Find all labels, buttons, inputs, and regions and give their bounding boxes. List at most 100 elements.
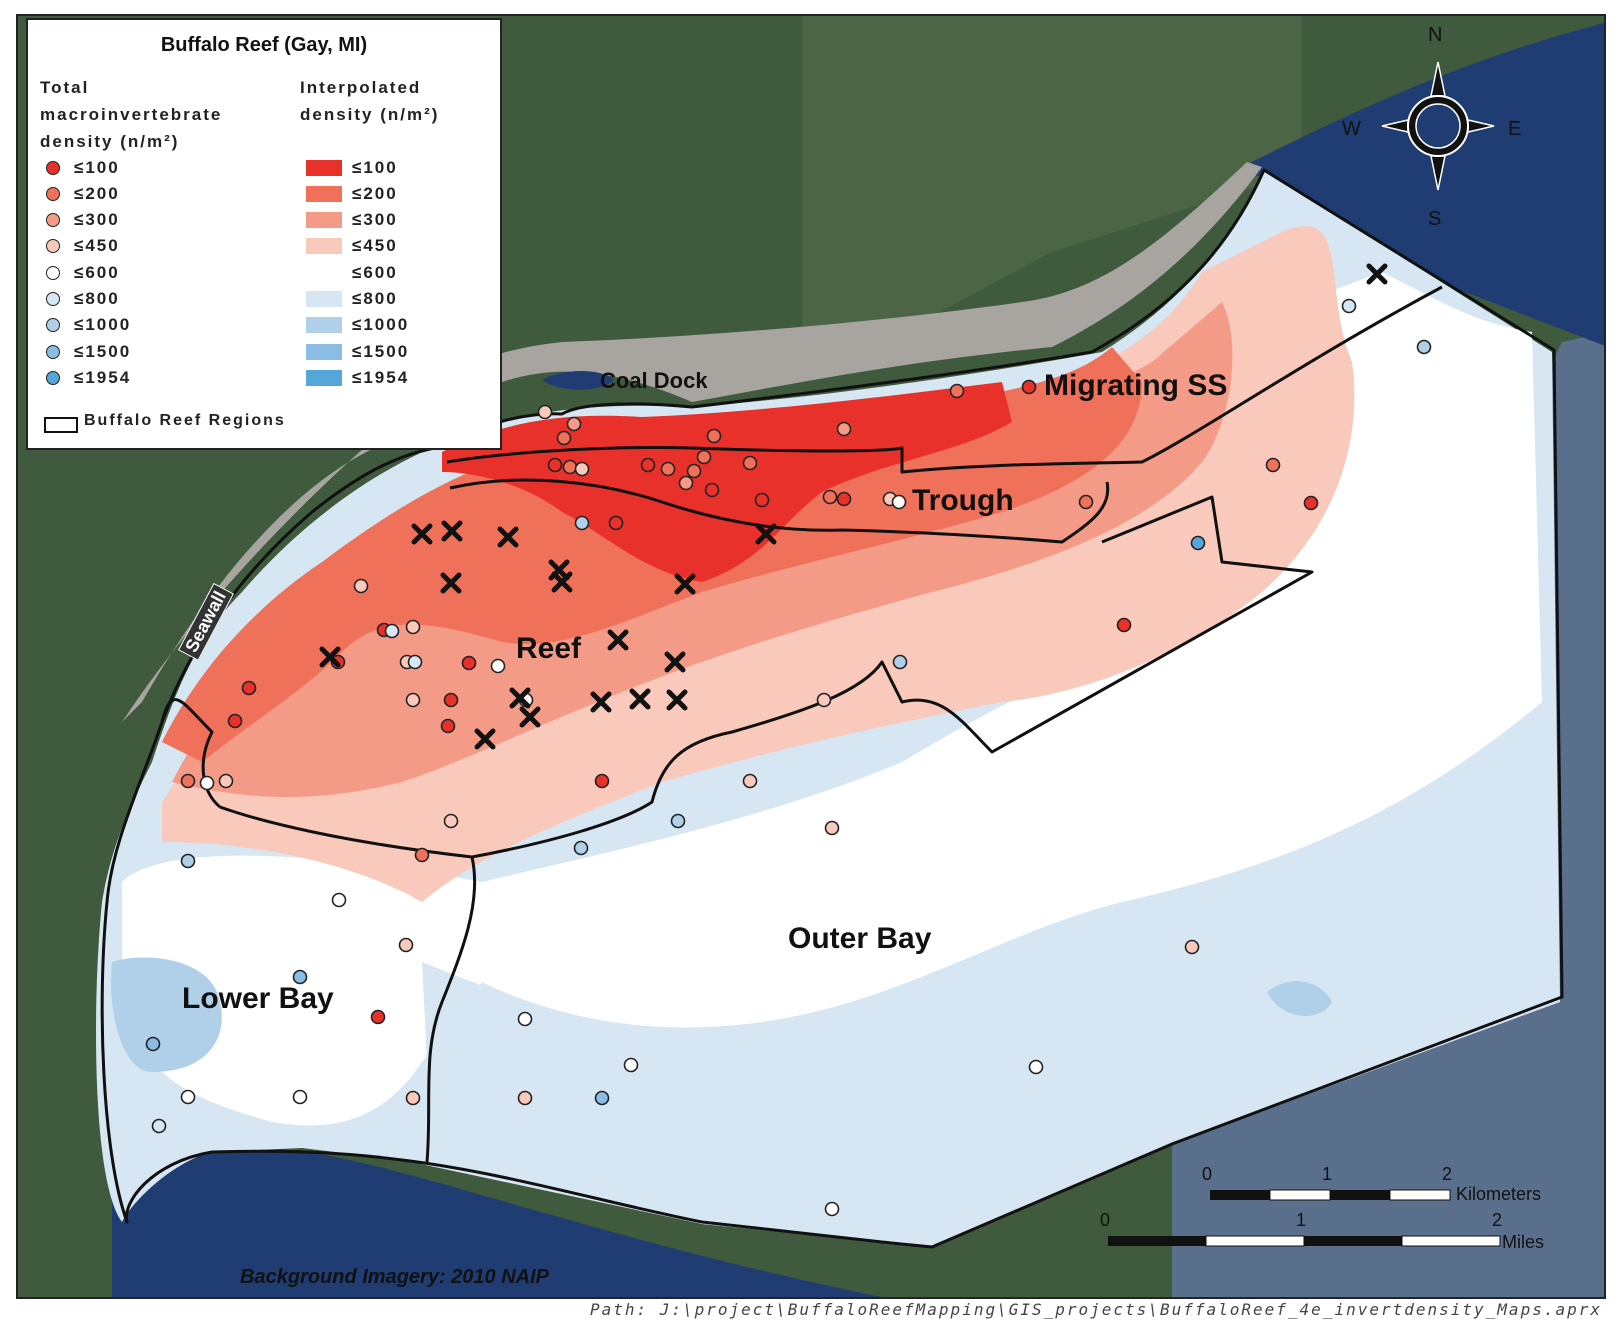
sample-point[interactable] bbox=[398, 937, 414, 953]
no-data-marker[interactable] bbox=[666, 689, 688, 711]
sample-point[interactable] bbox=[574, 461, 590, 477]
sample-point[interactable] bbox=[180, 853, 196, 869]
sample-point[interactable] bbox=[1028, 1059, 1044, 1075]
legend-point-symbol bbox=[46, 160, 60, 175]
sample-point[interactable] bbox=[836, 421, 852, 437]
sample-point[interactable] bbox=[461, 655, 477, 671]
no-data-marker[interactable] bbox=[441, 520, 463, 542]
sample-point[interactable] bbox=[1416, 339, 1432, 355]
sample-point[interactable] bbox=[640, 457, 656, 473]
sample-point[interactable] bbox=[660, 461, 676, 477]
no-data-marker[interactable] bbox=[590, 691, 612, 713]
no-data-marker[interactable] bbox=[551, 571, 573, 593]
sample-point[interactable] bbox=[816, 692, 832, 708]
sample-point[interactable] bbox=[686, 463, 702, 479]
sample-point[interactable] bbox=[292, 1089, 308, 1105]
map-canvas[interactable] bbox=[18, 16, 1606, 1299]
sample-point[interactable] bbox=[696, 449, 712, 465]
sample-point[interactable] bbox=[517, 1090, 533, 1106]
sample-point[interactable] bbox=[331, 892, 347, 908]
sample-point[interactable] bbox=[836, 491, 852, 507]
sample-point[interactable] bbox=[670, 813, 686, 829]
sample-point[interactable] bbox=[370, 1009, 386, 1025]
no-data-marker[interactable] bbox=[519, 706, 541, 728]
sample-point[interactable] bbox=[292, 969, 308, 985]
sample-point[interactable] bbox=[384, 623, 400, 639]
sample-point[interactable] bbox=[1116, 617, 1132, 633]
no-data-marker[interactable] bbox=[629, 688, 651, 710]
sample-point[interactable] bbox=[405, 1090, 421, 1106]
label-outer-bay: Outer Bay bbox=[788, 922, 932, 955]
sample-point[interactable] bbox=[706, 428, 722, 444]
sample-point[interactable] bbox=[742, 773, 758, 789]
lake-water-north bbox=[1242, 23, 1604, 346]
sample-point[interactable] bbox=[405, 692, 421, 708]
sample-point[interactable] bbox=[151, 1118, 167, 1134]
no-data-marker[interactable] bbox=[319, 646, 341, 668]
sample-point[interactable] bbox=[742, 455, 758, 471]
sample-point[interactable] bbox=[241, 680, 257, 696]
sample-point[interactable] bbox=[1021, 379, 1037, 395]
no-data-marker[interactable] bbox=[1366, 263, 1388, 285]
no-data-marker[interactable] bbox=[440, 572, 462, 594]
scale-bar-miles bbox=[1108, 1235, 1501, 1247]
sample-point[interactable] bbox=[1303, 495, 1319, 511]
label-trough: Trough bbox=[912, 484, 1014, 517]
label-migrating-ss: Migrating SS bbox=[1044, 369, 1228, 402]
sample-point[interactable] bbox=[566, 416, 582, 432]
no-data-marker[interactable] bbox=[664, 651, 686, 673]
sample-point[interactable] bbox=[574, 515, 590, 531]
no-data-marker[interactable] bbox=[497, 526, 519, 548]
sample-point[interactable] bbox=[490, 658, 506, 674]
sample-point[interactable] bbox=[1265, 457, 1281, 473]
no-data-marker[interactable] bbox=[607, 629, 629, 651]
sample-point[interactable] bbox=[824, 1201, 840, 1217]
sample-point[interactable] bbox=[754, 492, 770, 508]
no-data-marker[interactable] bbox=[755, 523, 777, 545]
scale-km-unit: Kilometers bbox=[1456, 1184, 1542, 1204]
sample-point[interactable] bbox=[594, 773, 610, 789]
no-data-marker[interactable] bbox=[474, 728, 496, 750]
scale-km-tick: 2 bbox=[1442, 1164, 1453, 1184]
sample-point[interactable] bbox=[562, 459, 578, 475]
legend-interp-swatch bbox=[306, 317, 342, 334]
sample-point[interactable] bbox=[218, 773, 234, 789]
scale-km-tick: 1 bbox=[1322, 1164, 1333, 1184]
no-data-marker[interactable] bbox=[674, 573, 696, 595]
sample-point[interactable] bbox=[822, 489, 838, 505]
sample-point[interactable] bbox=[517, 1011, 533, 1027]
sample-point[interactable] bbox=[573, 840, 589, 856]
sample-point[interactable] bbox=[414, 847, 430, 863]
sample-point[interactable] bbox=[537, 404, 553, 420]
sample-point[interactable] bbox=[407, 654, 423, 670]
sample-point[interactable] bbox=[1190, 535, 1206, 551]
sample-point[interactable] bbox=[353, 578, 369, 594]
sample-point[interactable] bbox=[180, 1089, 196, 1105]
sample-point[interactable] bbox=[443, 813, 459, 829]
sample-point[interactable] bbox=[180, 773, 196, 789]
sample-point[interactable] bbox=[704, 482, 720, 498]
sample-point[interactable] bbox=[1341, 298, 1357, 314]
sample-point[interactable] bbox=[891, 494, 907, 510]
sample-point[interactable] bbox=[594, 1090, 610, 1106]
sample-point[interactable] bbox=[199, 775, 215, 791]
sample-point[interactable] bbox=[608, 515, 624, 531]
sample-point[interactable] bbox=[824, 820, 840, 836]
no-data-marker[interactable] bbox=[509, 687, 531, 709]
sample-point[interactable] bbox=[145, 1036, 161, 1052]
sample-point[interactable] bbox=[547, 457, 563, 473]
sample-point[interactable] bbox=[623, 1057, 639, 1073]
sample-point[interactable] bbox=[1078, 494, 1094, 510]
sample-point[interactable] bbox=[892, 654, 908, 670]
sample-point[interactable] bbox=[1184, 939, 1200, 955]
sample-point[interactable] bbox=[949, 383, 965, 399]
sample-point[interactable] bbox=[440, 718, 456, 734]
scale-mi-tick: 1 bbox=[1296, 1210, 1307, 1230]
sample-point[interactable] bbox=[405, 619, 421, 635]
sample-point[interactable] bbox=[227, 713, 243, 729]
legend-interp-item: ≤100 bbox=[306, 154, 398, 181]
no-data-marker[interactable] bbox=[411, 523, 433, 545]
sample-point[interactable] bbox=[556, 430, 572, 446]
sample-point[interactable] bbox=[443, 692, 459, 708]
sample-point[interactable] bbox=[678, 475, 694, 491]
